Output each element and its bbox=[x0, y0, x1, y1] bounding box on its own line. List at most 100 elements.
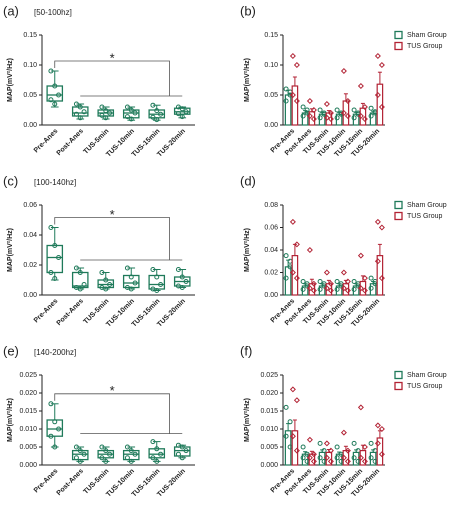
point bbox=[300, 455, 306, 461]
point bbox=[306, 454, 313, 461]
point bbox=[323, 114, 330, 121]
point bbox=[154, 458, 160, 464]
point bbox=[357, 454, 364, 461]
point bbox=[344, 447, 351, 454]
point bbox=[374, 440, 381, 447]
y-axis-title: MAP(mV²/Hz) bbox=[7, 398, 14, 442]
point bbox=[374, 258, 381, 265]
point bbox=[368, 455, 374, 461]
point bbox=[99, 444, 105, 450]
significance-star: * bbox=[110, 50, 115, 65]
point bbox=[179, 285, 185, 290]
point bbox=[368, 105, 374, 111]
y-tick-label: 0.00 bbox=[264, 292, 278, 299]
point bbox=[124, 104, 130, 110]
point bbox=[351, 455, 357, 461]
point bbox=[77, 115, 83, 121]
point bbox=[132, 110, 138, 116]
point bbox=[300, 286, 306, 292]
point bbox=[124, 114, 130, 120]
point bbox=[73, 111, 79, 117]
point bbox=[323, 100, 330, 108]
point bbox=[293, 397, 300, 404]
point bbox=[327, 280, 334, 287]
point bbox=[124, 265, 130, 271]
y-tick-label: 0.08 bbox=[264, 202, 278, 209]
y-axis-title: MAP(mV²/Hz) bbox=[244, 398, 251, 442]
point bbox=[300, 444, 306, 450]
point bbox=[183, 279, 189, 284]
point bbox=[150, 102, 156, 108]
point bbox=[317, 279, 323, 284]
point bbox=[179, 106, 185, 112]
point bbox=[310, 115, 317, 123]
y-tick-label: 0.15 bbox=[264, 32, 278, 39]
y-tick-label: 0.000 bbox=[260, 462, 278, 469]
point bbox=[124, 444, 130, 450]
point bbox=[334, 115, 340, 121]
point bbox=[327, 447, 334, 454]
point bbox=[52, 419, 58, 425]
point bbox=[340, 429, 347, 436]
point bbox=[317, 440, 323, 446]
panel-label: (b) bbox=[240, 3, 256, 18]
point bbox=[321, 448, 327, 454]
point bbox=[368, 113, 374, 119]
x-tick-label: Post-Anes bbox=[56, 468, 86, 498]
point bbox=[351, 115, 357, 121]
point bbox=[56, 255, 62, 260]
point bbox=[175, 451, 181, 457]
point bbox=[52, 83, 58, 89]
point bbox=[374, 422, 381, 429]
point bbox=[355, 458, 361, 464]
point bbox=[317, 115, 323, 121]
point bbox=[128, 116, 134, 122]
y-axis-title: MAP(mV²/Hz) bbox=[244, 58, 251, 102]
point bbox=[334, 107, 340, 113]
point bbox=[293, 447, 300, 454]
y-tick-label: 0.005 bbox=[260, 444, 278, 451]
significance-bracket bbox=[54, 60, 183, 97]
legend-label: TUS Group bbox=[407, 383, 443, 390]
point bbox=[323, 454, 330, 461]
point bbox=[48, 225, 54, 230]
y-tick-label: 0.02 bbox=[23, 262, 37, 269]
point bbox=[52, 101, 58, 107]
point bbox=[310, 106, 317, 114]
y-tick-label: 0.005 bbox=[19, 444, 37, 451]
y-tick-label: 0.10 bbox=[23, 62, 37, 69]
point bbox=[321, 458, 327, 464]
box bbox=[46, 244, 64, 274]
point bbox=[283, 98, 289, 104]
point bbox=[334, 444, 340, 450]
subtitle: [100-140hz] bbox=[34, 178, 76, 187]
point bbox=[306, 246, 313, 254]
point bbox=[52, 243, 58, 248]
point bbox=[374, 91, 381, 99]
point bbox=[289, 386, 296, 393]
point bbox=[99, 270, 105, 275]
subtitle: [140-200hz] bbox=[34, 348, 76, 357]
subtitle: [50-100hz] bbox=[34, 8, 72, 17]
legend-swatch bbox=[394, 41, 403, 51]
legend-label: Sham Group bbox=[407, 32, 447, 39]
box bbox=[46, 85, 64, 102]
point bbox=[293, 61, 300, 69]
significance-star: * bbox=[110, 383, 115, 398]
point bbox=[175, 104, 181, 110]
point bbox=[73, 101, 79, 107]
x-tick-label: Pre-Anes bbox=[33, 298, 60, 325]
point bbox=[154, 446, 160, 452]
legend-label: Sham Group bbox=[407, 202, 447, 209]
point bbox=[283, 253, 289, 259]
point bbox=[103, 286, 109, 292]
y-axis-title: MAP(mV²/Hz) bbox=[7, 228, 14, 272]
point bbox=[175, 267, 181, 272]
y-tick-label: 0.00 bbox=[23, 122, 37, 129]
point bbox=[107, 282, 113, 287]
point bbox=[175, 442, 181, 448]
panel-label: (e) bbox=[3, 343, 19, 358]
point bbox=[77, 458, 83, 464]
point bbox=[73, 444, 79, 450]
